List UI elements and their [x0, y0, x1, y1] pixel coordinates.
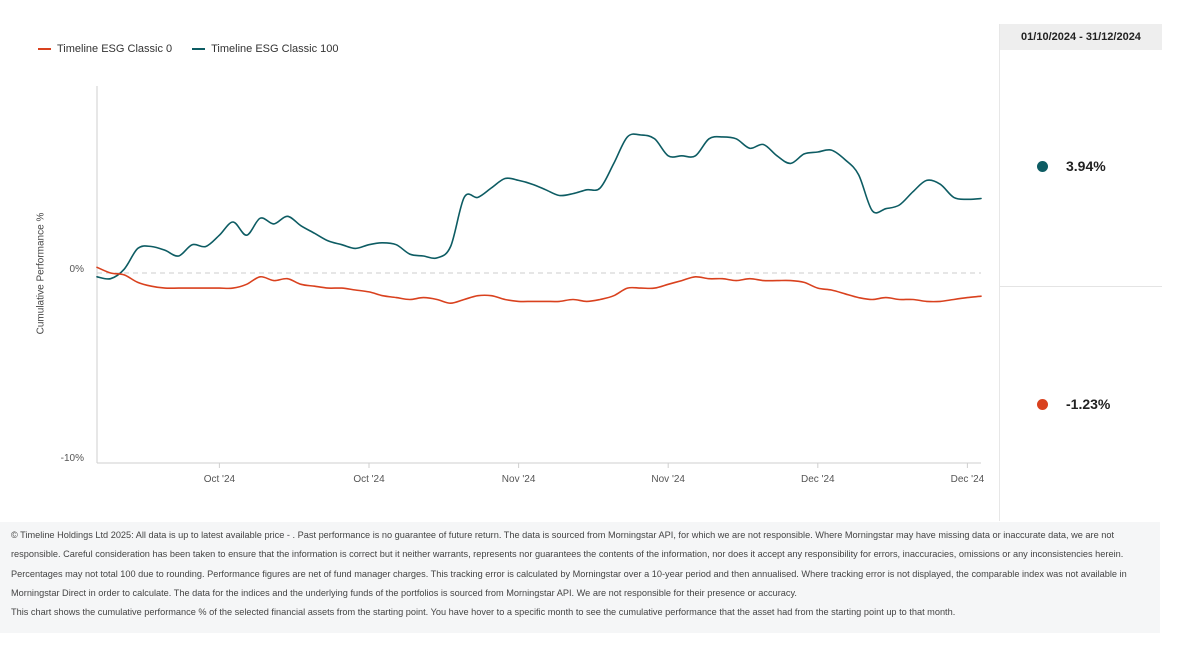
chart-legend: Timeline ESG Classic 0 Timeline ESG Clas…: [38, 43, 338, 55]
disclaimer-text: © Timeline Holdings Ltd 2025: All data i…: [11, 530, 1127, 598]
side-panel: 01/10/2024 - 31/12/2024 3.94% -1.23%: [999, 24, 1162, 521]
stat-classic-100: 3.94%: [1037, 158, 1106, 174]
y-tick-label: 0%: [70, 264, 85, 275]
legend-label-classic-0: Timeline ESG Classic 0: [57, 43, 173, 55]
legend-item-classic-0[interactable]: Timeline ESG Classic 0: [38, 43, 172, 55]
x-tick-label: Oct '24: [204, 474, 236, 485]
x-tick-label: Nov '24: [502, 474, 536, 485]
x-tick-label: Oct '24: [353, 474, 385, 485]
y-tick-label: -10%: [61, 453, 84, 464]
legend-item-classic-100[interactable]: Timeline ESG Classic 100: [192, 43, 338, 55]
stat-dot-classic-100: [1037, 160, 1048, 172]
stat-value-classic-0: -1.23%: [1066, 396, 1111, 412]
stat-value-classic-100: 3.94%: [1066, 158, 1106, 174]
x-tick-label: Nov '24: [651, 474, 685, 485]
stat-dot-classic-0: [1037, 398, 1048, 410]
y-axis-title: Cumulative Performance %: [35, 212, 47, 335]
x-axis-ticks: Oct '24 Oct '24 Nov '24 Nov '24 Dec '24 Dec '…: [204, 463, 985, 485]
series-lines: [96, 133, 982, 304]
side-divider: [1000, 286, 1162, 287]
performance-chart: 0% -10% Oct '24 Oct '24 Nov '24 Nov '24 Dec '…: [61, 86, 985, 485]
y-axis-ticks: 0% -10%: [61, 264, 84, 464]
footer-disclaimer: © Timeline Holdings Ltd 2025: All data i…: [0, 522, 1160, 633]
legend-swatch-classic-0: [38, 48, 51, 50]
x-tick-label: Dec '24: [951, 474, 985, 485]
legend-label-classic-100: Timeline ESG Classic 100: [211, 43, 339, 55]
legend-swatch-classic-100: [192, 48, 206, 50]
series-line-classic-100: [96, 133, 982, 280]
date-range-header: 01/10/2024 - 31/12/2024: [1000, 24, 1162, 50]
series-line-classic-0: [96, 266, 982, 304]
x-tick-label: Dec '24: [801, 474, 835, 485]
chart-note-text: This chart shows the cumulative performa…: [11, 607, 956, 618]
stat-classic-0: -1.23%: [1037, 396, 1110, 412]
